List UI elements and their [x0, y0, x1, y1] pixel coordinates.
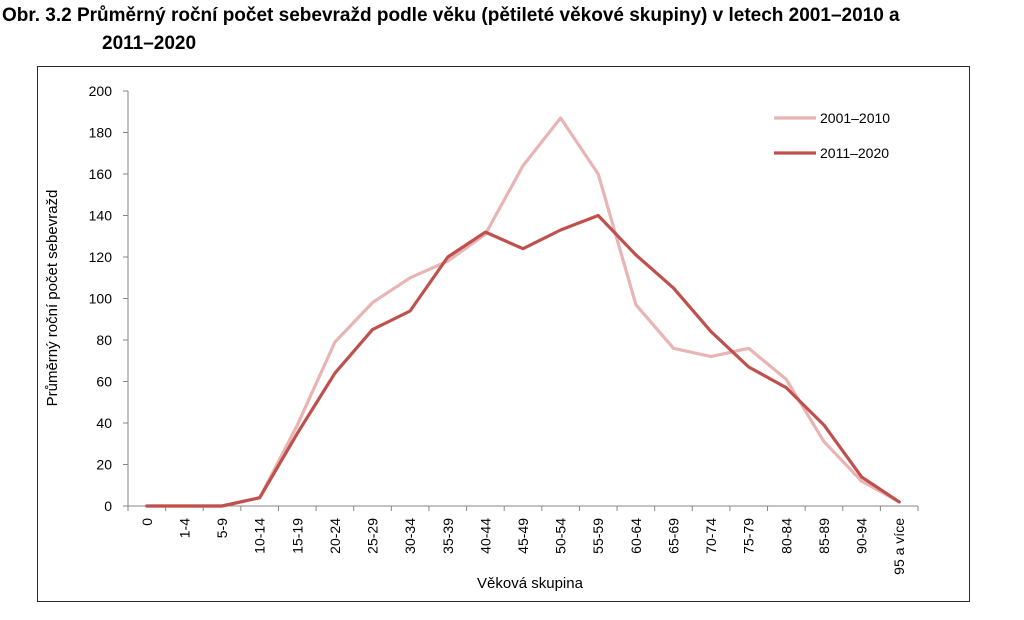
y-tick-label: 200: [89, 83, 113, 99]
legend-item: 2001–2010: [774, 110, 890, 126]
x-tick-label: 45-49: [515, 518, 531, 554]
y-tick-label: 0: [104, 498, 112, 514]
y-tick-label: 80: [96, 332, 112, 348]
x-tick-label: 15-19: [289, 518, 305, 554]
x-tick-label: 85-89: [816, 518, 832, 554]
x-tick-label: 10-14: [252, 518, 268, 554]
x-tick-label: 30-34: [402, 518, 418, 554]
series-2: [145, 213, 901, 508]
x-tick-label: 60-64: [628, 518, 644, 554]
legend-label: 2001–2010: [820, 110, 890, 126]
x-tick-label: 5-9: [214, 518, 230, 538]
chart-title: Obr. 3.2 Průměrný roční počet sebevražd …: [2, 2, 1022, 58]
x-tick-label: 25-29: [365, 518, 381, 554]
x-axis: 0 1-4 5-9 10-14 15-19 20-24 25-29 30-34 35-39 40-…: [127, 505, 919, 575]
y-tick-label: 160: [89, 166, 113, 182]
x-tick-label: 50-54: [553, 518, 569, 554]
x-axis-label: Věková skupina: [477, 575, 584, 592]
x-tick-label: 95 a více: [891, 518, 907, 575]
y-tick-label: 180: [89, 125, 113, 141]
x-tick-label: 1-4: [176, 518, 192, 538]
series-1: [145, 116, 901, 508]
x-tick-label: 0: [139, 518, 155, 526]
x-tick-label: 70-74: [703, 518, 719, 554]
legend-item: 2011–2020: [774, 145, 889, 161]
y-axis: 0 20 40 60 80 100 120 140 160 180 200: [89, 83, 129, 514]
chart-frame: [37, 66, 970, 602]
y-tick-label: 20: [96, 457, 112, 473]
x-tick-label: 75-79: [741, 518, 757, 554]
x-tick-label: 90-94: [854, 518, 870, 554]
chart-title-line1: Obr. 3.2 Průměrný roční počet sebevražd …: [2, 5, 900, 26]
legend: 2001–2010 2011–2020: [774, 110, 890, 161]
y-tick-label: 120: [89, 249, 113, 265]
x-tick-label: 80-84: [778, 518, 794, 554]
series-line: [145, 116, 901, 508]
x-tick-label: 65-69: [665, 518, 681, 554]
y-tick-label: 40: [96, 415, 112, 431]
chart-title-line2: 2011–2020: [102, 33, 197, 54]
x-tick-label: 55-59: [590, 518, 606, 554]
series-lines: [145, 116, 901, 508]
y-tick-label: 60: [96, 374, 112, 390]
x-tick-label: 20-24: [327, 518, 343, 554]
y-tick-label: 140: [89, 208, 113, 224]
legend-label: 2011–2020: [820, 145, 889, 161]
x-tick-label: 35-39: [440, 518, 456, 554]
y-tick-label: 100: [89, 291, 113, 307]
y-axis-label: Průměrný roční počet sebevražd: [44, 190, 61, 407]
x-tick-label: 40-44: [477, 518, 493, 554]
series-line: [145, 213, 901, 508]
